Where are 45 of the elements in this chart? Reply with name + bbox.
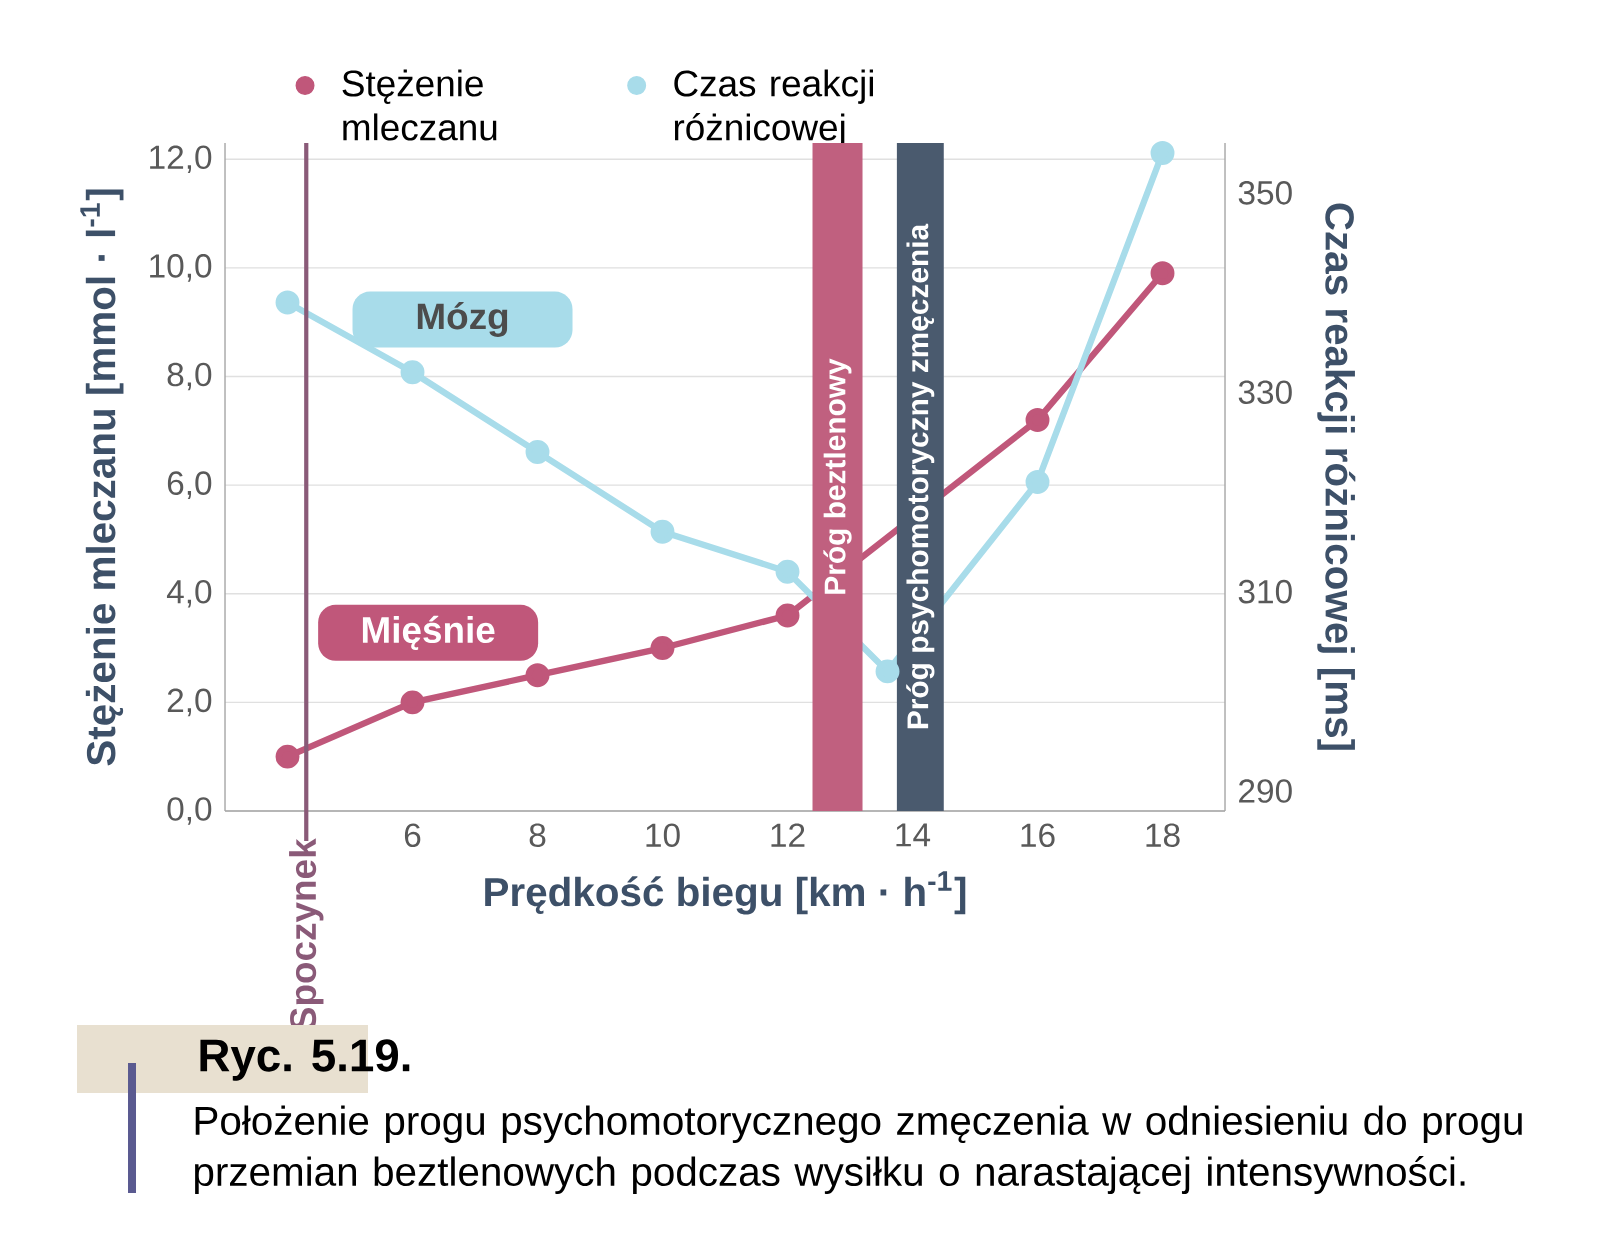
point bbox=[525, 440, 550, 465]
text: Ryc. 5.19. bbox=[200, 1039, 410, 1081]
x-tick-label: 6 bbox=[404, 823, 421, 848]
y2-tick-label: 310 bbox=[1238, 579, 1292, 604]
point bbox=[400, 690, 425, 715]
annotation: Mózg bbox=[417, 302, 508, 337]
point bbox=[650, 636, 675, 661]
y2-tick-label: 350 bbox=[1238, 181, 1292, 205]
y2-axis-title: Czas reakcji różnicowej [ms] bbox=[1317, 203, 1356, 750]
y2-tick-label: 330 bbox=[1238, 380, 1292, 405]
y-axis-title: Stężenie mleczanu [mmol · l$^{-1}$] bbox=[80, 189, 124, 766]
x-tick-label: 8 bbox=[529, 823, 546, 848]
point bbox=[650, 519, 675, 544]
x-tick-label: 18 bbox=[1146, 823, 1180, 848]
y-tick-label: 10,0 bbox=[150, 254, 212, 282]
point bbox=[1025, 407, 1050, 432]
ref-line-label: Spoczynek bbox=[289, 838, 324, 1031]
point bbox=[1150, 261, 1175, 286]
point bbox=[1025, 470, 1050, 494]
y-tick-label: 4,0 bbox=[166, 579, 212, 608]
x-tick-label: 14 bbox=[896, 823, 931, 847]
y2-tick-label: 290 bbox=[1239, 779, 1292, 803]
point bbox=[275, 744, 300, 769]
band-label: Próg beztlenowy bbox=[823, 358, 852, 594]
text: Położenie progu psychomotorycznego zmęczenia w odniesieniu do progu przemian beztlenowych podczas wysiłku o narastającej intensywności. bbox=[195, 1105, 1522, 1195]
point bbox=[875, 659, 900, 684]
legend-label: Stężenie mleczanu bbox=[342, 69, 497, 141]
y-tick-label: 0,0 bbox=[167, 797, 212, 825]
annotation: Mięśnie bbox=[362, 615, 495, 651]
point bbox=[400, 360, 425, 385]
x-tick-label: 10 bbox=[646, 823, 680, 848]
legend-label: Czas reakcji różnicowej bbox=[674, 69, 873, 148]
y-tick-label: 8,0 bbox=[167, 362, 212, 391]
x-axis-title: Prędkość biegu [km · h$^{-1}$] bbox=[485, 871, 966, 915]
y-tick-label: 2,0 bbox=[167, 688, 212, 717]
point bbox=[775, 603, 800, 628]
x-tick-label: 16 bbox=[1021, 823, 1055, 848]
point bbox=[275, 290, 300, 315]
x-tick-label: 12 bbox=[771, 823, 805, 847]
point bbox=[525, 663, 550, 688]
point bbox=[1150, 140, 1175, 165]
y-tick-label: 6,0 bbox=[167, 471, 212, 499]
point bbox=[775, 559, 800, 584]
band-label: Próg psychomotoryczny zmęczenia bbox=[906, 223, 935, 729]
y-tick-label: 12,0 bbox=[150, 145, 212, 174]
